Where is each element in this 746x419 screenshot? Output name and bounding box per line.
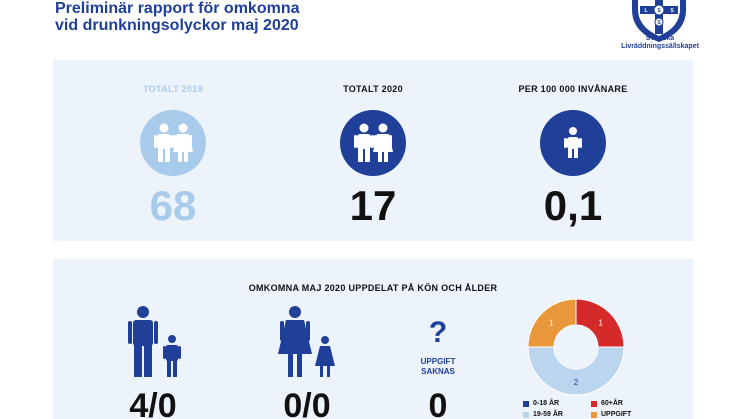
legend-swatch bbox=[523, 411, 529, 418]
title-line-1: Preliminär rapport för omkomna bbox=[55, 0, 300, 17]
donut-slice-label: 1 bbox=[549, 318, 554, 327]
stat-value: 17 bbox=[349, 182, 397, 229]
people-couple-icon bbox=[140, 110, 206, 176]
logo-line-2: Livräddningssällskapet bbox=[621, 43, 699, 50]
legend-item: 60+ÅR bbox=[591, 400, 623, 407]
stat-value: 0,1 bbox=[543, 182, 603, 229]
legend-swatch bbox=[591, 411, 597, 418]
person-icon bbox=[540, 110, 606, 176]
man-boy-icon bbox=[128, 306, 181, 377]
title-line-2: vid drunkningsolyckor maj 2020 bbox=[55, 17, 299, 34]
stat-label: PER 100 000 INVÅNARE bbox=[518, 84, 628, 94]
legend-swatch bbox=[591, 400, 597, 407]
lifesaving-logo-icon: S S L S bbox=[632, 0, 686, 42]
logo-letter: S bbox=[657, 20, 661, 26]
unknown-label-line-2: SAKNAS bbox=[421, 367, 455, 376]
men-value: 4/0 bbox=[129, 387, 177, 419]
donut-slice-label: 1 bbox=[599, 318, 604, 327]
legend-label: 19-59 ÅR bbox=[533, 411, 563, 418]
question-mark-icon: ? bbox=[428, 316, 448, 349]
stat-label: TOTALT 2019 bbox=[143, 84, 203, 94]
unknown-label: UPPGIFT SAKNAS bbox=[408, 357, 468, 377]
legend-swatch bbox=[523, 400, 529, 407]
donut-slice-label: 2 bbox=[574, 378, 579, 387]
people-couple-icon bbox=[340, 110, 406, 176]
donut-slice bbox=[527, 346, 625, 396]
unknown-value: 0 bbox=[428, 387, 448, 419]
woman-girl-icon bbox=[278, 306, 335, 377]
legend-item: 19-59 ÅR bbox=[523, 411, 563, 418]
breakdown-panel: OMKOMNA MAJ 2020 UPPDELAT PÅ KÖN OCH ÅLD… bbox=[53, 259, 693, 419]
legend-label: UPPGIFT bbox=[601, 411, 632, 418]
stat-value: 68 bbox=[149, 182, 197, 229]
donut-slice bbox=[527, 298, 577, 348]
logo-letter: L bbox=[644, 8, 647, 14]
stat-label: TOTALT 2020 bbox=[343, 84, 403, 94]
age-donut-chart: 1 2 1 bbox=[527, 298, 625, 396]
donut-slice bbox=[575, 298, 625, 348]
page-title: Preliminär rapport för omkomna vid drunk… bbox=[55, 0, 300, 34]
legend-item: 0-18 ÅR bbox=[523, 400, 559, 407]
logo-letter: S bbox=[670, 8, 674, 14]
legend-item: UPPGIFT bbox=[591, 411, 631, 418]
logo-line-1: Svenska bbox=[645, 35, 675, 42]
logo-letter: S bbox=[657, 8, 661, 14]
breakdown-title: OMKOMNA MAJ 2020 UPPDELAT PÅ KÖN OCH ÅLD… bbox=[248, 283, 498, 293]
totals-panel: TOTALT 2019 68 bbox=[53, 60, 693, 241]
women-value: 0/0 bbox=[283, 387, 331, 419]
logo-text: Svenska Livräddningssällskapet bbox=[610, 35, 710, 51]
unknown-label-line-1: UPPGIFT bbox=[420, 357, 456, 366]
legend-label: 60+ÅR bbox=[601, 400, 623, 407]
legend-label: 0-18 ÅR bbox=[533, 400, 560, 407]
